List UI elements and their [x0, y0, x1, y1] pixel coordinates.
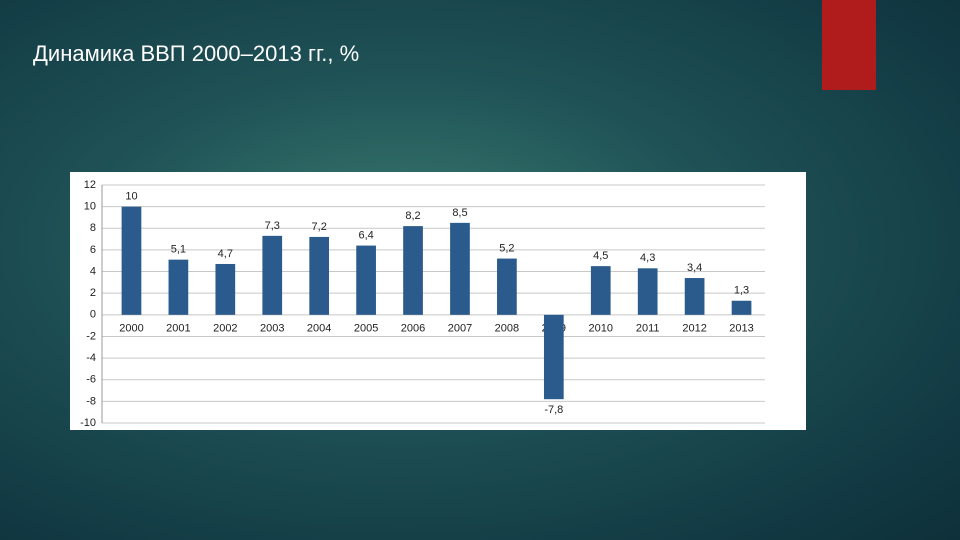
x-tick-label: 2007 — [448, 323, 472, 335]
value-label: 4,3 — [640, 252, 655, 264]
bar — [590, 266, 611, 315]
x-tick-label: 2012 — [682, 323, 706, 335]
x-tick-label: 2003 — [260, 323, 284, 335]
y-tick-label: 4 — [90, 265, 96, 277]
bar — [168, 259, 189, 315]
x-tick-label: 2002 — [213, 323, 237, 335]
y-tick-label: -8 — [86, 395, 96, 407]
x-tick-label: 2013 — [729, 323, 753, 335]
bar — [731, 300, 752, 315]
bar — [497, 258, 517, 315]
bar — [684, 278, 705, 315]
bar — [215, 263, 236, 315]
x-tick-label: 2005 — [354, 323, 378, 335]
value-label: -7,8 — [544, 404, 563, 416]
value-label: 8,2 — [405, 210, 420, 222]
y-tick-label: 10 — [84, 201, 96, 213]
bar — [543, 314, 564, 400]
value-label: 7,2 — [312, 221, 327, 233]
y-tick-label: 12 — [84, 179, 96, 191]
y-tick-label: 8 — [90, 222, 96, 234]
y-tick-label: -2 — [86, 330, 96, 342]
bar — [121, 206, 142, 315]
y-tick-label: 6 — [90, 244, 96, 256]
x-tick-label: 2008 — [495, 323, 519, 335]
value-label: 7,3 — [265, 220, 280, 232]
value-label: 1,3 — [734, 285, 749, 297]
y-tick-label: 2 — [90, 287, 96, 299]
slide-title: Динамика ВВП 2000–2013 гг., % — [33, 41, 359, 66]
x-tick-label: 2004 — [307, 323, 331, 335]
y-tick-label: -4 — [86, 352, 96, 364]
value-label: 5,1 — [171, 244, 186, 256]
accent-bar — [822, 0, 876, 90]
y-tick-label: -6 — [86, 374, 96, 386]
bar — [450, 222, 470, 315]
y-tick-label: 0 — [90, 309, 96, 321]
x-tick-label: 2010 — [589, 323, 613, 335]
bar — [637, 268, 658, 315]
value-label: 4,7 — [218, 248, 233, 260]
chart-background — [70, 172, 806, 430]
bar — [262, 235, 283, 315]
value-label: 10 — [125, 191, 137, 203]
bar — [309, 236, 330, 315]
x-tick-label: 2006 — [401, 323, 425, 335]
y-tick-label: -10 — [80, 417, 96, 429]
value-label: 6,4 — [358, 229, 373, 241]
value-label: 5,2 — [499, 242, 514, 254]
x-tick-label: 2011 — [636, 323, 660, 335]
bar — [356, 245, 376, 315]
value-label: 4,5 — [593, 250, 608, 262]
value-label: 8,5 — [452, 207, 467, 219]
x-tick-label: 2001 — [166, 323, 190, 335]
bar — [403, 226, 423, 315]
x-tick-label: 2000 — [119, 323, 143, 335]
value-label: 3,4 — [687, 262, 702, 274]
